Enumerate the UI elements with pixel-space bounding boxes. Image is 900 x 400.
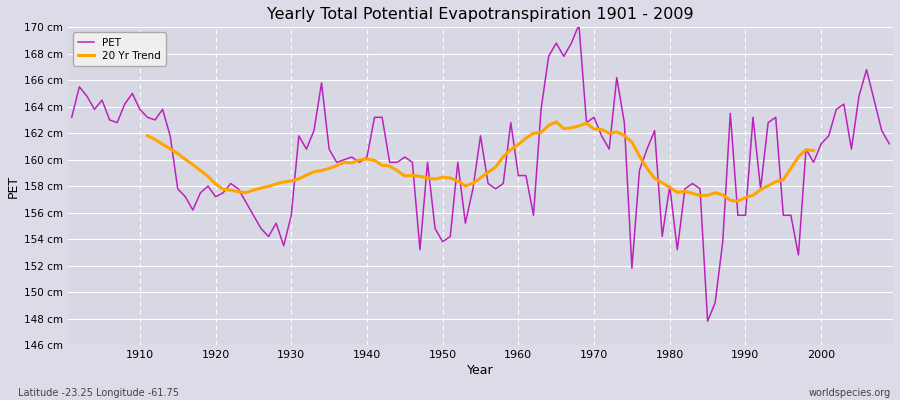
20 Yr Trend [400, 174, 410, 178]
Title: Yearly Total Potential Evapotranspiration 1901 - 2009: Yearly Total Potential Evapotranspiratio… [267, 7, 694, 22]
PET [573, 22, 584, 27]
20 Yr Trend [748, 193, 759, 198]
X-axis label: Year: Year [467, 364, 494, 377]
PET [702, 319, 713, 324]
20 Yr Trend [142, 133, 153, 138]
PET [884, 141, 895, 146]
PET [293, 134, 304, 138]
Legend: PET, 20 Yr Trend: PET, 20 Yr Trend [73, 32, 166, 66]
20 Yr Trend [808, 148, 819, 153]
Line: 20 Yr Trend: 20 Yr Trend [148, 122, 814, 201]
20 Yr Trend [482, 170, 493, 175]
PET [339, 157, 350, 162]
PET [611, 75, 622, 80]
PET [67, 115, 77, 120]
Y-axis label: PET: PET [7, 174, 20, 198]
PET [127, 91, 138, 96]
20 Yr Trend [278, 180, 289, 184]
PET [513, 173, 524, 178]
Text: worldspecies.org: worldspecies.org [809, 388, 891, 398]
20 Yr Trend [551, 120, 562, 124]
20 Yr Trend [225, 188, 236, 192]
20 Yr Trend [211, 182, 221, 186]
PET [506, 120, 517, 125]
Text: Latitude -23.25 Longitude -61.75: Latitude -23.25 Longitude -61.75 [18, 388, 179, 398]
20 Yr Trend [733, 199, 743, 204]
Line: PET: PET [72, 25, 889, 321]
